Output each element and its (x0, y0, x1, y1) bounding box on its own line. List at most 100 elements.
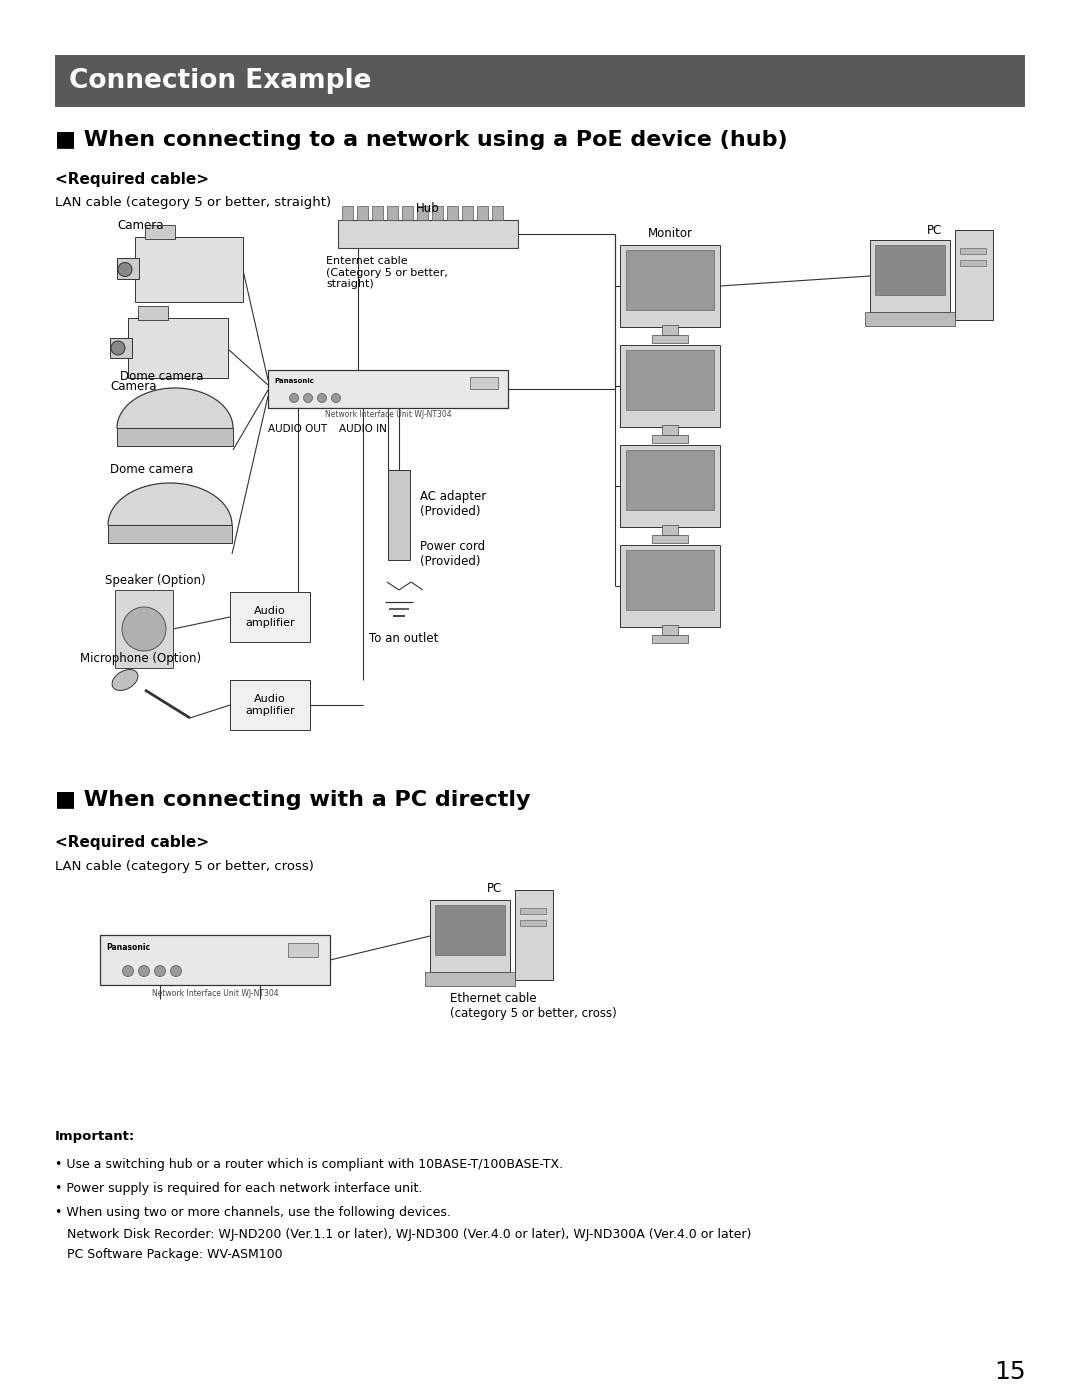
Text: Microphone (Option): Microphone (Option) (80, 652, 201, 665)
Text: <Required cable>: <Required cable> (55, 835, 210, 851)
Bar (135, 236, 243, 302)
Circle shape (332, 393, 340, 403)
Text: Network Disk Recorder: WJ-ND200 (Ver.1.1 or later), WJ-ND300 (Ver.4.0 or later),: Network Disk Recorder: WJ-ND200 (Ver.1.1… (55, 1228, 752, 1241)
Bar (402, 206, 413, 220)
Circle shape (303, 393, 312, 403)
Text: Monitor: Monitor (648, 227, 692, 241)
Text: PC Software Package: WV-ASM100: PC Software Package: WV-ASM100 (55, 1248, 283, 1260)
Bar (138, 306, 168, 320)
Bar (620, 346, 720, 427)
Text: Power cord
(Provided): Power cord (Provided) (420, 540, 485, 568)
Text: LAN cable (category 5 or better, straight): LAN cable (category 5 or better, straigh… (55, 196, 332, 208)
Ellipse shape (118, 263, 132, 277)
Bar (626, 350, 714, 410)
Text: To an outlet: To an outlet (369, 632, 438, 645)
Bar (100, 935, 330, 985)
Bar (268, 369, 508, 409)
Text: Audio
amplifier: Audio amplifier (245, 694, 295, 716)
Circle shape (318, 393, 326, 403)
Text: Dome camera: Dome camera (120, 369, 203, 383)
Circle shape (122, 607, 166, 651)
Bar (519, 908, 546, 914)
Ellipse shape (112, 670, 138, 691)
Bar (230, 680, 310, 730)
Text: AC adapter
(Provided): AC adapter (Provided) (420, 490, 486, 518)
Circle shape (171, 965, 181, 977)
Text: Connection Example: Connection Example (69, 69, 372, 94)
Text: Camera: Camera (110, 381, 157, 393)
Polygon shape (108, 483, 232, 525)
Text: Panasonic: Panasonic (274, 378, 314, 383)
Bar (519, 921, 546, 926)
Text: ■ When connecting with a PC directly: ■ When connecting with a PC directly (55, 790, 530, 810)
Bar (117, 257, 139, 278)
Text: Panasonic: Panasonic (106, 943, 150, 951)
Text: • Power supply is required for each network interface unit.: • Power supply is required for each netw… (55, 1182, 422, 1195)
Bar (417, 206, 428, 220)
Bar (492, 206, 503, 220)
Bar (108, 525, 232, 543)
Text: PC: PC (487, 881, 502, 895)
Bar (387, 206, 399, 220)
Bar (875, 245, 945, 295)
Bar (626, 250, 714, 311)
Bar (462, 206, 473, 220)
Text: Hub: Hub (416, 201, 440, 215)
Bar (620, 546, 720, 627)
Ellipse shape (111, 341, 125, 355)
Bar (470, 376, 498, 389)
Circle shape (138, 965, 149, 977)
Bar (110, 339, 132, 358)
Bar (955, 229, 993, 320)
Text: Audio
amplifier: Audio amplifier (245, 606, 295, 628)
Bar (662, 425, 678, 435)
Text: • When using two or more channels, use the following devices.: • When using two or more channels, use t… (55, 1206, 450, 1219)
Bar (288, 943, 318, 957)
Bar (145, 225, 175, 239)
Bar (515, 890, 553, 981)
Circle shape (154, 965, 165, 977)
Text: AUDIO IN: AUDIO IN (339, 424, 387, 434)
Bar (114, 590, 173, 667)
Bar (626, 550, 714, 610)
Polygon shape (117, 388, 233, 428)
Bar (338, 220, 518, 248)
Bar (432, 206, 443, 220)
Bar (388, 470, 410, 560)
Text: Enternet cable
(Category 5 or better,
straight): Enternet cable (Category 5 or better, st… (326, 256, 448, 290)
Circle shape (122, 965, 134, 977)
Bar (652, 635, 688, 644)
Text: • Use a switching hub or a router which is compliant with 10BASE-T/100BASE-TX.: • Use a switching hub or a router which … (55, 1158, 563, 1171)
Bar (662, 325, 678, 334)
Circle shape (289, 393, 298, 403)
Bar (865, 312, 955, 326)
Bar (626, 450, 714, 511)
Text: 15: 15 (995, 1360, 1026, 1384)
Bar (662, 625, 678, 635)
Bar (426, 972, 515, 986)
Bar (372, 206, 383, 220)
Bar (870, 241, 950, 312)
Bar (117, 428, 233, 446)
Bar (129, 318, 228, 378)
Bar (960, 260, 986, 266)
Bar (620, 445, 720, 527)
Bar (652, 435, 688, 443)
Text: Network Interface Unit WJ-NT304: Network Interface Unit WJ-NT304 (325, 410, 451, 418)
Bar (620, 245, 720, 327)
Bar (652, 334, 688, 343)
Bar (435, 905, 505, 956)
Bar (230, 592, 310, 642)
Text: Camera: Camera (117, 220, 163, 232)
Bar (960, 248, 986, 255)
Bar (357, 206, 368, 220)
Text: Speaker (Option): Speaker (Option) (105, 574, 205, 588)
Bar (55, 55, 1025, 106)
Text: ■ When connecting to a network using a PoE device (hub): ■ When connecting to a network using a P… (55, 130, 787, 150)
Bar (342, 206, 353, 220)
Text: LAN cable (category 5 or better, cross): LAN cable (category 5 or better, cross) (55, 860, 314, 873)
Bar (430, 900, 510, 972)
Bar (477, 206, 488, 220)
Text: Network Interface Unit WJ-NT304: Network Interface Unit WJ-NT304 (151, 989, 279, 997)
Text: <Required cable>: <Required cable> (55, 172, 210, 187)
